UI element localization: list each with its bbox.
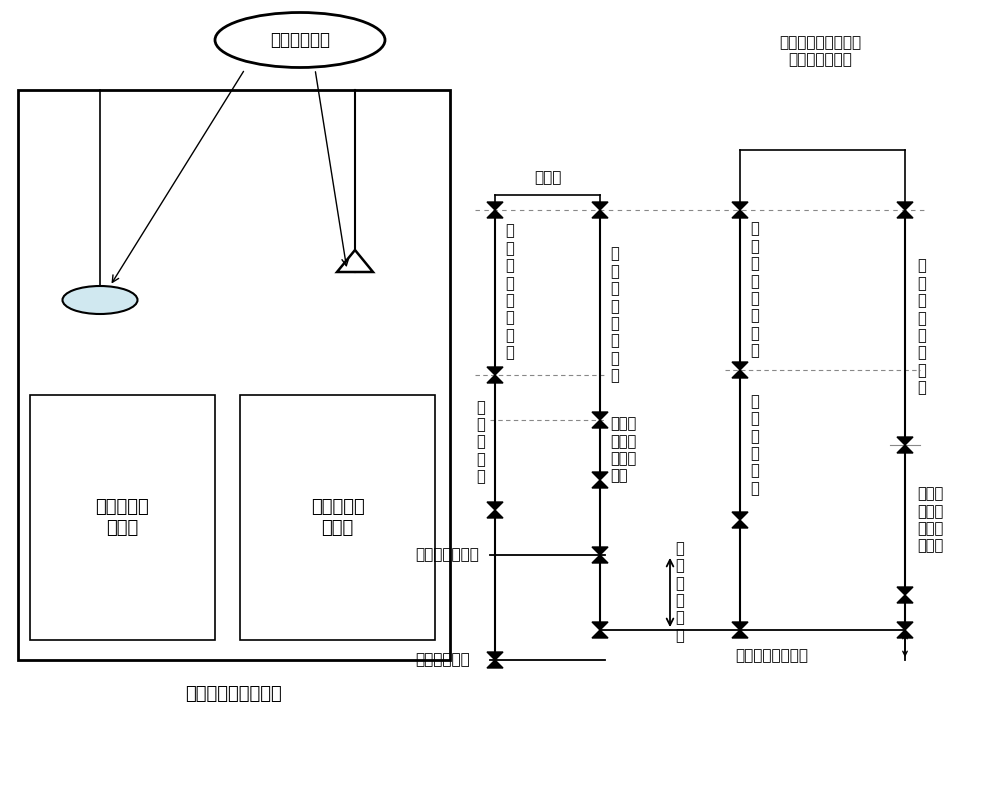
Text: 虚拟系统时间: 虚拟系统时间: [415, 653, 470, 668]
Polygon shape: [592, 472, 608, 480]
Polygon shape: [592, 622, 608, 630]
Polygon shape: [897, 587, 913, 595]
Polygon shape: [732, 210, 748, 218]
Polygon shape: [732, 622, 748, 630]
Bar: [30, 395, 215, 640]
Polygon shape: [487, 202, 503, 210]
Polygon shape: [897, 630, 913, 638]
Polygon shape: [897, 595, 913, 603]
Text: 空间导航卫星: 空间导航卫星: [270, 31, 330, 49]
Polygon shape: [592, 547, 608, 555]
Bar: [18, 90, 450, 660]
Text: 伪卫星同步
接收机: 伪卫星同步 接收机: [96, 498, 149, 537]
Text: 伪卫星系统时间: 伪卫星系统时间: [415, 548, 479, 562]
Bar: [240, 395, 435, 640]
Polygon shape: [897, 445, 913, 453]
Ellipse shape: [62, 286, 138, 314]
Polygon shape: [732, 202, 748, 210]
Text: 导
航
卫
星
钟
差: 导 航 卫 星 钟 差: [750, 394, 759, 496]
Polygon shape: [592, 480, 608, 488]
Polygon shape: [897, 622, 913, 630]
Polygon shape: [487, 367, 503, 375]
Text: 接收机
相对导
航卫星
的钟差: 接收机 相对导 航卫星 的钟差: [917, 487, 943, 553]
Polygon shape: [487, 510, 503, 518]
Polygon shape: [487, 210, 503, 218]
Polygon shape: [732, 362, 748, 370]
Text: 零基线: 零基线: [534, 170, 561, 185]
Polygon shape: [592, 412, 608, 420]
Text: 接
收
设
备
硬
件
延
迟: 接 收 设 备 硬 件 延 迟: [610, 247, 619, 384]
Polygon shape: [592, 555, 608, 563]
Polygon shape: [592, 202, 608, 210]
Text: 接收机
相对伪
卫星的
钟差: 接收机 相对伪 卫星的 钟差: [610, 416, 636, 484]
Polygon shape: [592, 630, 608, 638]
Ellipse shape: [215, 13, 385, 67]
Text: 发
射
设
备
硬
件
延
迟: 发 射 设 备 硬 件 延 迟: [750, 222, 759, 358]
Text: 相对论、电离层、对
流层、几何距离: 相对论、电离层、对 流层、几何距离: [779, 35, 861, 67]
Text: 直发信号差分伪卫星: 直发信号差分伪卫星: [186, 685, 282, 703]
Polygon shape: [592, 420, 608, 428]
Polygon shape: [487, 660, 503, 668]
Text: 发
射
设
备
硬
件
延
迟: 发 射 设 备 硬 件 延 迟: [505, 224, 514, 360]
Polygon shape: [487, 502, 503, 510]
Polygon shape: [487, 652, 503, 660]
Text: 伪卫星信号
发射机: 伪卫星信号 发射机: [311, 498, 364, 537]
Polygon shape: [337, 250, 373, 272]
Text: 接
收
设
备
硬
件
延
迟: 接 收 设 备 硬 件 延 迟: [917, 259, 926, 395]
Polygon shape: [897, 210, 913, 218]
Text: 卫星导航系统时间: 卫星导航系统时间: [736, 648, 808, 663]
Polygon shape: [732, 370, 748, 378]
Polygon shape: [487, 375, 503, 383]
Polygon shape: [732, 512, 748, 520]
Polygon shape: [897, 202, 913, 210]
Text: 伪
卫
星
钟
差: 伪 卫 星 钟 差: [476, 399, 485, 484]
Polygon shape: [897, 437, 913, 445]
Polygon shape: [592, 210, 608, 218]
Text: 系
统
时
间
偏
差: 系 统 时 间 偏 差: [675, 541, 684, 643]
Polygon shape: [732, 630, 748, 638]
Polygon shape: [732, 520, 748, 528]
